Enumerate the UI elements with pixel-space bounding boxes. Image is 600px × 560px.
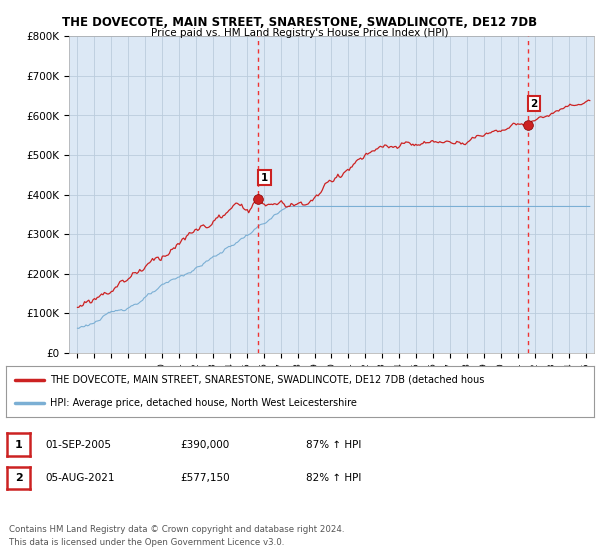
Text: Price paid vs. HM Land Registry's House Price Index (HPI): Price paid vs. HM Land Registry's House … (151, 28, 449, 38)
Text: Contains HM Land Registry data © Crown copyright and database right 2024.
This d: Contains HM Land Registry data © Crown c… (9, 525, 344, 547)
Text: 1: 1 (261, 172, 268, 183)
Text: £390,000: £390,000 (180, 440, 229, 450)
Text: 1: 1 (15, 440, 22, 450)
Text: 2: 2 (15, 473, 22, 483)
Text: THE DOVECOTE, MAIN STREET, SNARESTONE, SWADLINCOTE, DE12 7DB (detached hous: THE DOVECOTE, MAIN STREET, SNARESTONE, S… (50, 375, 484, 385)
Text: 87% ↑ HPI: 87% ↑ HPI (306, 440, 361, 450)
Text: 05-AUG-2021: 05-AUG-2021 (45, 473, 115, 483)
Text: HPI: Average price, detached house, North West Leicestershire: HPI: Average price, detached house, Nort… (50, 398, 357, 408)
Text: 82% ↑ HPI: 82% ↑ HPI (306, 473, 361, 483)
Text: THE DOVECOTE, MAIN STREET, SNARESTONE, SWADLINCOTE, DE12 7DB: THE DOVECOTE, MAIN STREET, SNARESTONE, S… (62, 16, 538, 29)
Text: 01-SEP-2005: 01-SEP-2005 (45, 440, 111, 450)
Text: 2: 2 (530, 99, 538, 109)
Text: £577,150: £577,150 (180, 473, 230, 483)
